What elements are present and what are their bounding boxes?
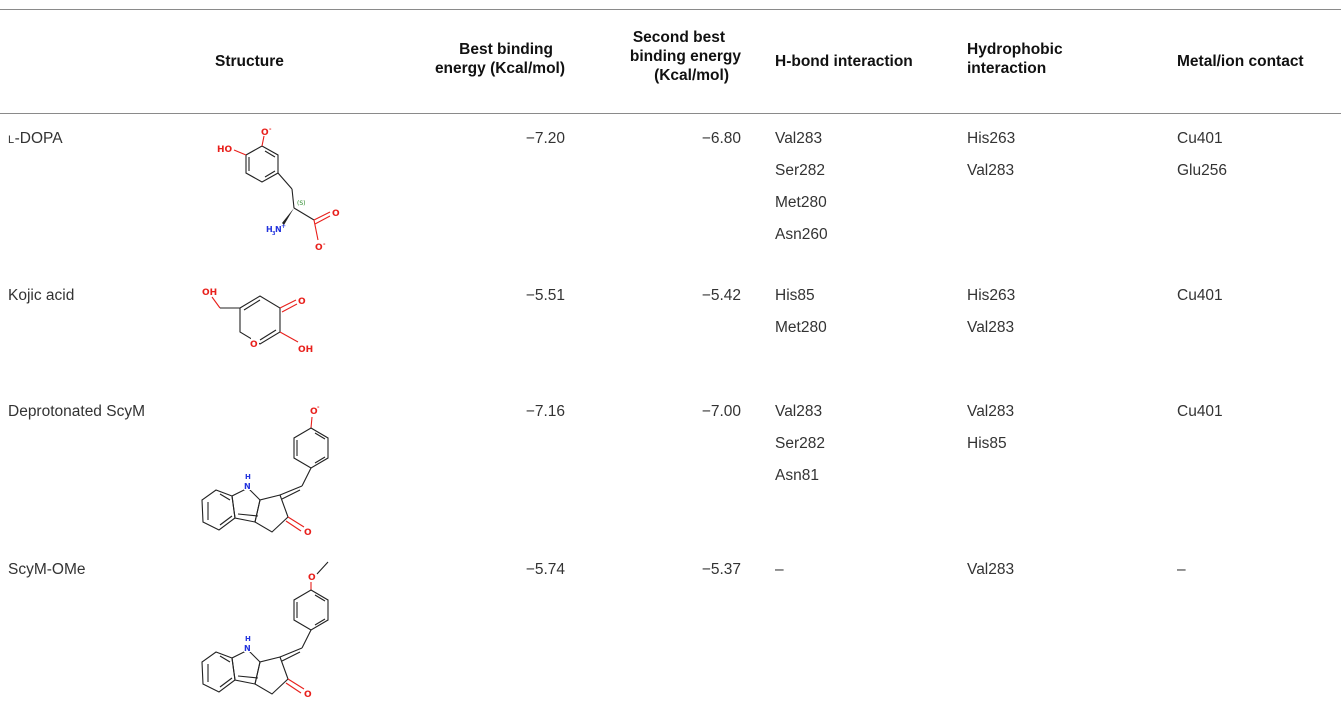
metal-list: Cu401 (1177, 286, 1223, 318)
best-energy: −5.51 (525, 287, 565, 304)
hbond-list: Val283 Ser282 Met280 Asn260 (775, 129, 828, 257)
atom-o-label: O (304, 528, 312, 538)
name-text: -DOPA (14, 130, 63, 147)
atom-h3n-label: H (266, 225, 273, 234)
second-energy: −7.00 (701, 403, 741, 420)
second-energy: −6.80 (701, 130, 741, 147)
hbond-item: Ser282 (775, 162, 825, 179)
atom-h-label: H (245, 473, 251, 481)
header-best-binding: Best binding energy (Kcal/mol) (409, 40, 565, 78)
atom-o-label: O (332, 209, 340, 219)
header-bottom-rule (0, 113, 1341, 114)
header-hydrophobic: Hydrophobic interaction (967, 40, 1063, 78)
metal-list: – (1177, 560, 1186, 592)
header-best-line1: Best binding (459, 41, 553, 58)
deprotonated-scym-structure: O - O N H (201, 404, 329, 538)
subscript-label: 3 (272, 231, 276, 237)
atom-oh-label: OH (298, 345, 313, 355)
hydrophobic-item: Val283 (967, 403, 1015, 420)
hydrophobic-item: Val283 (967, 319, 1015, 336)
header-second-line3: (Kcal/mol) (654, 67, 729, 84)
compound-name: l-DOPA (8, 129, 63, 150)
compound-name: Deprotonated ScyM (8, 403, 145, 420)
metal-item: Cu401 (1177, 287, 1223, 304)
hbond-list: – (775, 560, 784, 592)
l-dopa-structure: O - HO (S) H 3 N + O O - (217, 128, 340, 253)
best-energy: −7.20 (525, 130, 565, 147)
best-energy: −5.74 (525, 561, 565, 578)
kojic-acid-structure: OH O O OH (202, 288, 313, 355)
hbond-item: Ser282 (775, 435, 825, 452)
hydrophobic-list: His263 Val283 (967, 129, 1015, 193)
atom-o-label: O (304, 690, 312, 700)
stereo-label: (S) (297, 200, 306, 207)
atom-oh-label: OH (202, 288, 217, 298)
header-hbond: H-bond interaction (775, 53, 913, 70)
header-hydro-line2: interaction (967, 60, 1047, 77)
atom-o-label: O (310, 407, 318, 417)
atom-n-label: N (244, 482, 251, 491)
charge-label: - (317, 404, 320, 411)
atom-n-label: N (244, 644, 251, 653)
hbond-item: Asn260 (775, 226, 828, 243)
hbond-item: Val283 (775, 130, 823, 147)
name-prefix-smallcap: l (8, 134, 15, 146)
scym-ome-structure: O O N H (201, 561, 329, 700)
charge-label: - (323, 241, 326, 248)
atom-o-label: O (315, 243, 323, 253)
metal-list: Cu401 Glu256 (1177, 129, 1227, 193)
header-second-line2: binding energy (629, 48, 741, 65)
hydrophobic-item: His85 (967, 435, 1007, 452)
atom-n-label: N (275, 225, 282, 234)
hbond-list: His85 Met280 (775, 286, 827, 350)
second-energy: −5.37 (701, 561, 741, 578)
hydrophobic-item: His263 (967, 287, 1016, 304)
hydrophobic-item: Val283 (967, 162, 1015, 179)
table-top-rule (0, 9, 1341, 10)
hydrophobic-item: Val283 (967, 561, 1015, 578)
metal-list: Cu401 (1177, 402, 1223, 434)
second-energy: −5.42 (701, 287, 741, 304)
metal-item: – (1177, 561, 1186, 578)
header-metal: Metal/ion contact (1177, 53, 1304, 70)
hydrophobic-item: His263 (967, 130, 1016, 147)
hbond-item: Met280 (775, 194, 827, 211)
atom-h-label: H (245, 635, 251, 643)
atom-o-label: O (261, 128, 269, 138)
hbond-item: Asn81 (775, 467, 819, 484)
hydrophobic-list: His263 Val283 (967, 286, 1015, 350)
hbond-item: Val283 (775, 403, 823, 420)
hbond-item: – (775, 561, 784, 578)
header-best-line2: energy (Kcal/mol) (434, 60, 565, 77)
hydrophobic-list: Val283 (967, 560, 1014, 592)
compound-name: ScyM-OMe (8, 561, 86, 578)
atom-ho-label: HO (217, 145, 233, 155)
metal-item: Cu401 (1177, 130, 1223, 147)
hbond-list: Val283 Ser282 Asn81 (775, 402, 825, 498)
hbond-item: His85 (775, 287, 815, 304)
atom-o-label: O (298, 297, 306, 307)
charge-label: - (269, 128, 272, 133)
metal-item: Cu401 (1177, 403, 1223, 420)
header-hydro-line1: Hydrophobic (967, 41, 1063, 58)
header-second-binding: Second best binding energy (Kcal/mol) (605, 28, 741, 85)
hydrophobic-list: Val283 His85 (967, 402, 1014, 466)
metal-item: Glu256 (1177, 162, 1227, 179)
charge-plus-label: + (281, 223, 286, 230)
header-structure: Structure (215, 53, 284, 70)
atom-o-label: O (250, 340, 258, 350)
header-second-line1: Second best (632, 29, 725, 46)
best-energy: −7.16 (525, 403, 565, 420)
compound-name: Kojic acid (8, 287, 75, 304)
hbond-item: Met280 (775, 319, 827, 336)
atom-o-label: O (308, 573, 316, 583)
